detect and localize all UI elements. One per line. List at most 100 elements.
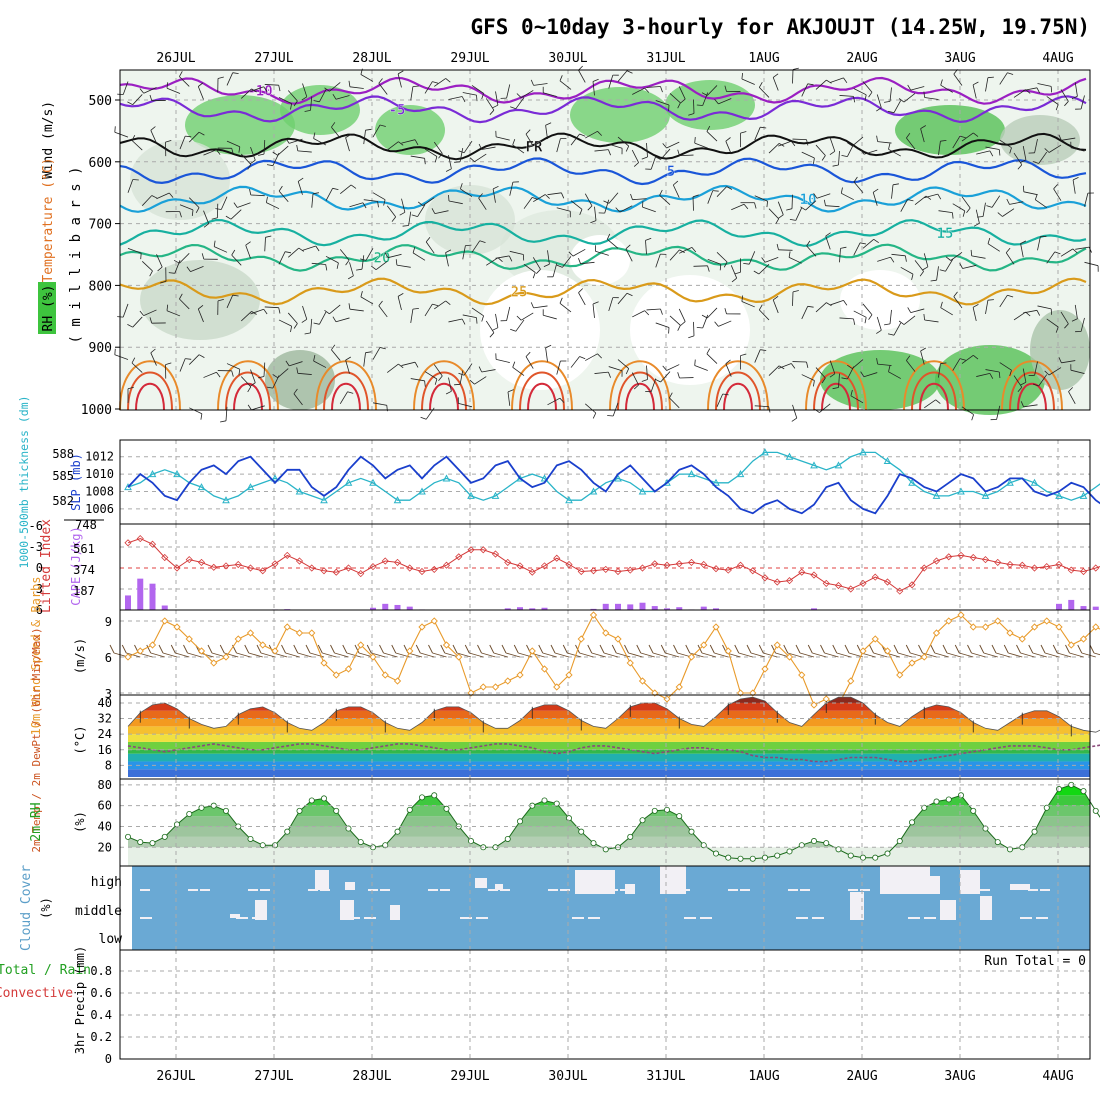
wind-barb — [297, 652, 312, 658]
wind-barb — [149, 270, 153, 277]
rh-marker — [602, 846, 609, 853]
date-label: 3AUG — [944, 1069, 975, 1084]
wind-barb — [1034, 361, 1038, 376]
wind-barb — [631, 372, 639, 386]
middle-cloud-bar — [236, 917, 248, 919]
wind-barb — [999, 72, 1008, 85]
lifted-index-marker — [847, 585, 855, 593]
wind-barb — [877, 141, 892, 144]
wind-barb — [391, 216, 397, 222]
wind-barb — [360, 290, 363, 298]
wind-barb — [1060, 248, 1074, 257]
wind-barb — [725, 137, 731, 142]
lifted-index-marker — [1043, 563, 1051, 571]
wind-barb — [175, 652, 190, 658]
wind-barb — [587, 205, 593, 211]
wind-barb — [454, 383, 461, 386]
wind-barb — [166, 304, 169, 311]
rh-marker — [811, 838, 818, 845]
wind-barb — [788, 251, 791, 258]
wind-speed-marker — [504, 677, 512, 685]
wind-barb — [924, 97, 939, 100]
temperature-contour — [127, 371, 173, 411]
wind-barb — [345, 137, 350, 152]
wind-barb — [425, 241, 435, 254]
wind-speed-marker — [161, 617, 169, 625]
wind-barb — [445, 249, 452, 253]
tick-label: 582 — [52, 494, 74, 508]
wind-barb — [379, 644, 384, 654]
wind-barb — [225, 215, 232, 220]
lifted-index-marker — [197, 558, 206, 566]
wind-barb — [233, 202, 238, 208]
wind-barb — [214, 246, 228, 253]
temperature-contour — [805, 360, 867, 411]
wind-barb — [985, 300, 989, 315]
wind-barb — [853, 242, 861, 256]
wind-barb — [898, 320, 905, 325]
tick-label: 374 — [73, 563, 95, 577]
wind-barb — [424, 303, 433, 317]
wind-barb — [334, 652, 349, 658]
wind-barb — [1068, 391, 1076, 405]
wind-barb — [260, 652, 276, 658]
rh-contour — [570, 87, 670, 143]
wind-speed-marker — [602, 629, 610, 637]
wind-barb — [232, 72, 239, 74]
wind-barb — [377, 201, 379, 208]
wind-barb — [930, 279, 937, 282]
wind-barb — [162, 652, 178, 658]
wind-barb — [361, 255, 365, 270]
thickness-slp-panel: 1000-500mb thickness (dm) SLP (mb) 10121… — [17, 395, 1100, 569]
wind-barb — [813, 193, 818, 199]
rh-unit-label: (%) — [73, 811, 87, 833]
wind-barb — [188, 131, 200, 143]
wind-barb — [1032, 383, 1039, 387]
wind-barb — [478, 197, 487, 210]
wind-barb — [131, 357, 136, 364]
wind-barb — [379, 347, 386, 350]
wind-barb — [692, 196, 694, 211]
lifted-index-marker — [540, 562, 549, 570]
wind-speed-marker — [932, 629, 941, 637]
middle-cloud-bar — [588, 917, 600, 919]
wind-barb — [660, 86, 663, 93]
wind-barb — [1075, 246, 1090, 250]
wind-barb — [230, 209, 242, 220]
lifted-index-marker — [344, 564, 353, 572]
wind-barb — [754, 127, 761, 141]
wind-barb — [505, 652, 521, 658]
wind-barb — [823, 199, 826, 206]
rh-marker — [504, 835, 511, 842]
wind-barb — [1072, 248, 1078, 254]
wind-barb — [633, 162, 639, 167]
wind-barb — [203, 223, 209, 228]
wind-barb — [512, 144, 525, 154]
wind-barb — [431, 208, 436, 214]
wind-barb — [991, 644, 997, 654]
wind-barb — [469, 652, 484, 658]
wind-barb — [547, 250, 550, 265]
wind-barb — [1013, 152, 1023, 165]
high-cloud-bar — [345, 882, 355, 890]
wind-barb — [293, 393, 303, 406]
wind-barb — [714, 652, 729, 658]
thickness-marker — [271, 474, 279, 482]
wind-barb — [301, 318, 308, 323]
wind-barb — [876, 316, 882, 331]
thickness-marker — [1030, 478, 1039, 486]
wind-barb — [296, 367, 299, 374]
wind-barb — [938, 363, 941, 378]
wind-barb — [996, 405, 1001, 420]
wind-barb — [570, 133, 580, 146]
wind-barb — [213, 240, 216, 247]
wind-barb — [474, 376, 487, 385]
wind-barb — [362, 202, 367, 209]
middle-cloud-bar — [796, 917, 808, 919]
wind-barb — [836, 652, 851, 658]
wind-barb — [962, 210, 966, 217]
lifted-index-marker — [210, 563, 218, 571]
wind-barb — [538, 644, 544, 654]
wind-barb — [839, 248, 841, 263]
rh-marker — [872, 854, 879, 861]
